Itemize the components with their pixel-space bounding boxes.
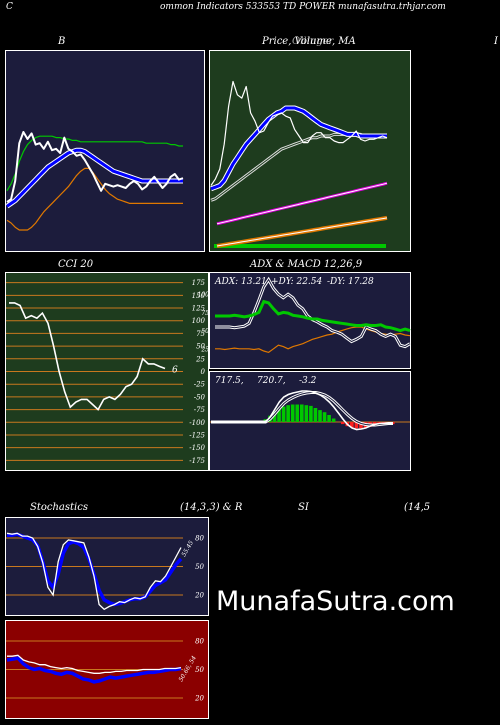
bollinger-price-line [6, 131, 184, 203]
cci-tick-label: -150 [189, 444, 205, 452]
macd-histogram-bar [331, 418, 336, 422]
adx-tick-label: 50 [201, 328, 209, 335]
adx-value-label: ADX: 13.21 [214, 277, 267, 287]
title-rsi: SI [298, 502, 309, 513]
macd-histogram-bar [300, 404, 304, 422]
cci-tick-label: 100 [192, 317, 206, 325]
cci-panel: 1751501251007550250-25-50-75-100-125-150… [5, 272, 209, 471]
cci-tick-label: -50 [194, 393, 206, 401]
macd-histogram-bar [281, 406, 286, 422]
stoch-tick-label: 80 [195, 535, 204, 543]
cci-tick-label: 150 [192, 292, 206, 300]
title-edge-right: I [494, 36, 498, 47]
cci-tick-label: -100 [189, 419, 205, 427]
macd-histogram-bar [350, 422, 354, 428]
price-ma-panel [209, 50, 411, 252]
macd-histogram-bar [354, 422, 359, 429]
macd-histogram-bar [318, 410, 322, 422]
wr-tick-label: 80 [195, 638, 204, 646]
adx-tick-label: 100 [198, 292, 210, 299]
stoch-tick-label: 20 [194, 592, 204, 600]
macd-histogram-bar [359, 422, 363, 429]
title-adx-macd: ADX & MACD 12,26,9 [250, 259, 363, 270]
header-title: ommon Indicators 533553 TD POWER munafas… [160, 2, 446, 12]
title-cci: CCI 20 [58, 259, 94, 270]
macd-value-label: 717.5, [215, 376, 244, 386]
wr-tick-label: 50 [195, 666, 204, 674]
volume-bar-strip [214, 244, 386, 248]
macd-histogram-bar [322, 412, 327, 422]
cci-last-value-label: 6 [172, 365, 178, 375]
cci-tick-label: 0 [201, 368, 206, 376]
macd-histogram-bar [309, 405, 313, 422]
macd-line [211, 390, 393, 431]
cci-tick-label: -125 [189, 431, 205, 439]
bollinger-lower-band-line [6, 167, 183, 231]
macd-histogram-bar [313, 408, 318, 422]
price-line [210, 80, 388, 186]
cci-tick-label: 25 [195, 355, 205, 363]
bollinger-background [5, 50, 205, 252]
ma-magenta-core-line [216, 182, 388, 225]
macd-signal-label: 720.7, [257, 376, 286, 386]
watermark: MunafaSutra.com [216, 586, 455, 617]
bollinger-upper-band-line [6, 135, 183, 192]
macd-panel: 717.5, 720.7, -3.2 [209, 371, 411, 471]
title-stochastics: Stochastics [30, 502, 88, 513]
stoch-d-line [6, 532, 182, 611]
cci-tick-label: 50 [196, 343, 205, 351]
adx-plus-dy-label: +DY: 22.54 [271, 277, 323, 287]
macd-histogram-bar [290, 404, 295, 422]
cci-tick-label: -175 [189, 457, 205, 465]
adx-background [209, 272, 411, 369]
cci-tick-label: 125 [192, 305, 206, 313]
macd-histogram-bar [340, 422, 345, 425]
macd-histogram-bar [295, 404, 300, 422]
stoch-tick-label: 50 [195, 563, 204, 571]
cci-tick-label: -25 [194, 381, 206, 389]
title-price-overlap: Ollinger [292, 36, 334, 47]
macd-histogram-bar [277, 408, 281, 422]
wr-k-line [6, 656, 182, 684]
title-bollinger: B [58, 36, 66, 47]
adx-line [215, 299, 411, 333]
adx-tick-label: 75 [201, 310, 209, 317]
ma-orange-core-line [216, 217, 388, 247]
wr-tick-label: 20 [194, 695, 204, 703]
wr-d-line [7, 654, 182, 674]
macd-hist-label: -3.2 [299, 376, 317, 386]
macd-histogram-bar [272, 411, 277, 422]
header-left-char: C [6, 2, 13, 12]
cci-tick-label: 175 [192, 279, 206, 287]
adx-tick-label: 25 [200, 346, 209, 353]
macd-histogram-bar [327, 415, 331, 422]
macd-histogram-bar [286, 405, 290, 422]
title-rsi-params: (14,5 [404, 502, 431, 513]
cci-line [9, 302, 166, 411]
bollinger-panel [5, 50, 205, 252]
title-stoch-params: (14,3,3) & R [180, 502, 243, 513]
title-price: Price, Volume, MA [262, 36, 356, 47]
macd-histogram-bar [304, 405, 309, 422]
cci-tick-label: 75 [196, 330, 205, 338]
bollinger-mid-band-line [6, 148, 183, 208]
adx-minus-dy-label: -DY: 17.28 [327, 277, 374, 287]
cci-tick-label: -75 [194, 406, 206, 414]
